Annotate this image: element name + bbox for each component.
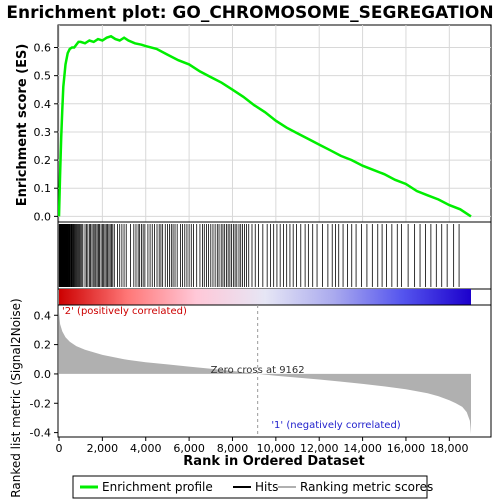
rank-gradient-panel (57, 288, 492, 306)
legend-enrichment-label: Enrichment profile (102, 480, 213, 494)
enrichment-y-tick-label: 0.4 (34, 98, 52, 111)
x-axis-label: Rank in Ordered Dataset (183, 454, 364, 469)
x-tick-label: 16,000 (387, 442, 426, 455)
enrichment-y-axis-label: Enrichment score (ES) (15, 44, 30, 207)
enrichment-profile-line (58, 34, 472, 218)
ranking-y-tick-label: -0.4 (30, 427, 51, 440)
enrichment-y-tick-label: 0.3 (34, 126, 52, 139)
x-tick-label: 8,000 (217, 442, 249, 455)
ranking-y-axis-label: Ranked list metric (Signal2Noise) (9, 298, 23, 497)
hit-markers (58, 224, 460, 287)
ranking-y-tick-label: 0.4 (34, 309, 52, 322)
x-tick-label: 4,000 (130, 442, 162, 455)
legend-ranking-label: Ranking metric scores (300, 480, 433, 494)
positive-correlation-label: '2' (positively correlated) (62, 306, 187, 317)
x-tick-label: 14,000 (343, 442, 382, 455)
ranking-y-tick-label: 0.2 (34, 339, 52, 352)
enrichment-y-tick-label: 0.0 (34, 210, 52, 223)
enrichment-y-ticks: 0.0 0.1 0.2 0.3 0.4 0.5 0.6 (34, 42, 58, 223)
chart-title: Enrichment plot: GO_CHROMOSOME_SEGREGATI… (6, 3, 493, 23)
ranking-y-ticks: 0.4 0.2 0.0 -0.2 -0.4 (30, 309, 58, 440)
x-tick-label: 6,000 (173, 442, 205, 455)
x-tick-label: 12,000 (300, 442, 339, 455)
hits-panel (57, 221, 492, 290)
ranking-x-ticks: 0 2,000 4,000 6,000 8,000 10,000 12,000 14,000 1… (56, 437, 469, 455)
enrichment-panel-frame (57, 24, 492, 223)
enrichment-grid (58, 25, 491, 222)
enrichment-panel: 0.0 0.1 0.2 0.3 0.4 0.5 0.6 Enrichment score (… (15, 24, 492, 223)
legend-hits-label: Hits (255, 480, 278, 494)
negative-correlation-label: '1' (negatively correlated) (271, 420, 400, 431)
ranking-y-tick-label: -0.2 (30, 397, 51, 410)
ranking-metric-area (59, 312, 471, 435)
x-tick-label: 0 (56, 442, 63, 455)
ranking-y-tick-label: 0.0 (34, 368, 52, 381)
enrichment-y-tick-label: 0.2 (34, 154, 52, 167)
x-tick-label: 18,000 (430, 442, 469, 455)
legend: Enrichment profile Hits Ranking metric s… (72, 475, 433, 499)
x-tick-label: 10,000 (257, 442, 296, 455)
enrichment-y-tick-label: 0.1 (34, 182, 52, 195)
hits-panel-frame (57, 221, 492, 290)
rank-gradient-bar (59, 289, 471, 305)
ranking-panel: 0.4 0.2 0.0 -0.2 -0.4 0 2,000 4,000 6,000 8,000 1… (9, 298, 492, 498)
zero-cross-label: Zero cross at 9162 (211, 365, 305, 376)
enrichment-y-tick-label: 0.6 (34, 42, 52, 55)
enrichment-y-tick-label: 0.5 (34, 70, 52, 83)
x-tick-label: 2,000 (87, 442, 119, 455)
